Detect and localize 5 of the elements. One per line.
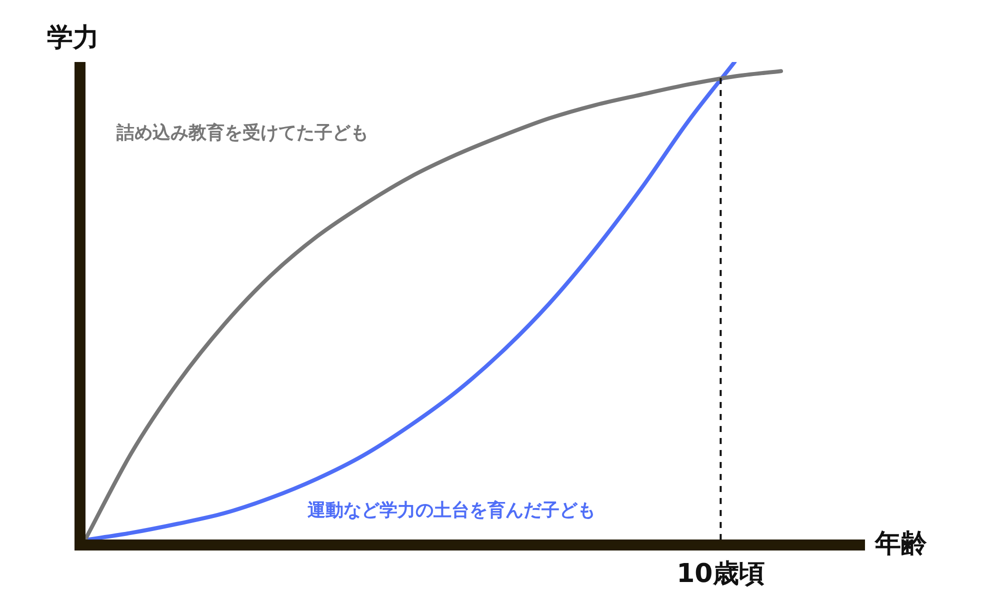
x-axis-title: 年齢 xyxy=(874,528,928,559)
text: 10歳頃 xyxy=(676,558,765,589)
text: 詰め込み教育を受けてた子ども xyxy=(115,121,368,144)
series-label: 運動など学力の土台を育んだ子ども xyxy=(306,498,596,521)
y-axis-title: 学力 xyxy=(47,22,99,53)
